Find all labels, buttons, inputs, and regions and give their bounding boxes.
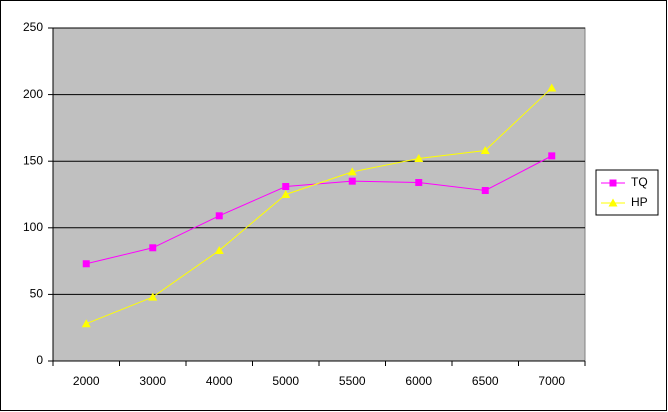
- y-tick-label: 0: [36, 353, 43, 367]
- x-tick-label: 7000: [538, 374, 565, 388]
- data-point: [215, 212, 223, 220]
- data-point: [214, 245, 224, 254]
- x-tick-label: 6000: [405, 374, 432, 388]
- data-point: [481, 187, 489, 195]
- legend-box: [595, 169, 659, 216]
- data-point: [82, 260, 90, 268]
- series-line: [86, 87, 553, 325]
- data-point: [81, 319, 91, 328]
- legend-label: TQ: [631, 175, 648, 189]
- x-tick-label: 5500: [339, 374, 366, 388]
- x-tick-label: 2000: [73, 374, 100, 388]
- data-point: [148, 292, 158, 301]
- x-tick-label: 6500: [472, 374, 499, 388]
- data-point: [414, 154, 424, 163]
- data-point: [415, 179, 423, 187]
- x-tick-label: 4000: [206, 374, 233, 388]
- data-point: [547, 83, 557, 92]
- legend-marker: [609, 179, 617, 187]
- legend-label: HP: [631, 195, 648, 209]
- legend-marker: [608, 198, 618, 207]
- y-tick-label: 50: [30, 287, 44, 301]
- plot-area: [52, 27, 586, 362]
- data-point: [480, 146, 490, 155]
- data-point: [281, 190, 291, 198]
- y-tick-label: 250: [23, 20, 43, 34]
- data-point: [149, 244, 157, 252]
- x-tick-label: 5000: [272, 374, 299, 388]
- series-line: [86, 155, 552, 265]
- y-tick-label: 200: [23, 87, 43, 101]
- x-tick-label: 3000: [139, 374, 166, 388]
- data-point: [347, 167, 357, 176]
- data-point: [348, 177, 356, 185]
- y-tick-label: 100: [23, 220, 43, 234]
- data-point: [548, 152, 556, 160]
- y-tick-label: 150: [23, 153, 43, 167]
- data-point: [282, 183, 290, 191]
